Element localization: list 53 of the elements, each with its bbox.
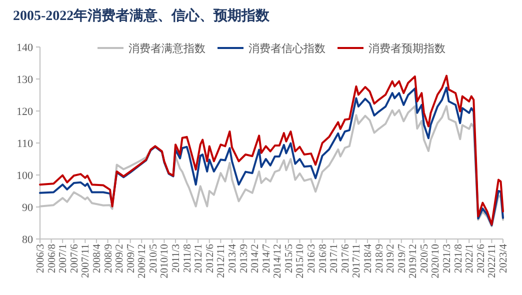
legend-label: 消费者信心指数 (248, 42, 326, 55)
x-tick-label: 2011/3 (171, 244, 182, 273)
x-tick-label: 2022/1 (464, 244, 476, 274)
x-tick-label: 2019/12 (408, 244, 420, 278)
y-tick-label: 140 (16, 42, 34, 54)
x-tick-label: 2008/4 (92, 243, 103, 274)
x-tick-label: 2017/1 (329, 244, 340, 274)
y-tick-label: 120 (16, 106, 34, 118)
x-tick-label: 2014/2 (250, 244, 262, 274)
x-tick-label: 2013/9 (238, 244, 250, 274)
x-tick-label: 2020/10 (430, 244, 442, 278)
x-tick-label: 2020/5 (419, 244, 430, 274)
x-tick-label: 2012/1 (194, 244, 205, 274)
x-tick-label: 2008/9 (103, 244, 114, 274)
x-tick-label: 2011/8 (182, 244, 194, 273)
x-tick-label: 2021/3 (442, 244, 454, 274)
x-tick-label: 2022/6 (476, 244, 487, 274)
x-tick-label: 2013/4 (227, 243, 238, 274)
x-tick-label: 2012/11 (216, 244, 228, 278)
x-tick-label: 2022/11 (487, 244, 498, 278)
x-tick-label: 2016/3 (306, 244, 318, 274)
x-tick-label: 2010/5 (148, 244, 160, 274)
x-tick-label: 2014/7 (261, 244, 272, 274)
x-tick-label: 2012/6 (204, 244, 216, 274)
y-tick-label: 130 (16, 74, 34, 86)
x-tick-label: 2018/9 (374, 244, 386, 274)
x-tick-label: 2016/8 (318, 244, 329, 274)
x-tick-label: 2010/10 (160, 244, 171, 278)
y-tick-label: 90 (22, 202, 34, 214)
x-tick-label: 2009/12 (137, 244, 148, 278)
x-tick-label: 2021/8 (453, 244, 464, 274)
x-tick-label: 2015/10 (295, 244, 306, 278)
x-tick-label: 2006/8 (46, 244, 58, 274)
chart-title: 2005-2022年消费者满意、信心、预期指数 (13, 7, 271, 24)
x-tick-label: 2017/6 (340, 244, 352, 274)
x-tick-label: 2015/5 (284, 244, 295, 274)
x-tick-label: 2007/11 (80, 244, 92, 278)
legend-label: 消费者满意指数 (128, 42, 206, 55)
y-tick-label: 80 (22, 234, 34, 246)
x-tick-label: 2006/3 (36, 244, 46, 274)
x-tick-label: 2009/7 (126, 244, 137, 274)
x-tick-label: 2019/7 (396, 244, 408, 274)
x-tick-label: 2007/1 (58, 244, 70, 274)
x-tick-label: 2009/2 (114, 244, 126, 274)
legend-label: 消费者预期指数 (368, 42, 446, 55)
x-tick-label: 2007/6 (69, 244, 80, 274)
x-tick-label: 2023/4 (498, 243, 510, 274)
y-tick-label: 110 (16, 138, 34, 150)
x-tick-label: 2017/11 (352, 244, 363, 278)
x-tick-label: 2019/2 (386, 244, 397, 274)
x-tick-label: 2018/4 (362, 243, 374, 274)
y-tick-label: 100 (16, 170, 34, 182)
x-tick-label: 2014/12 (272, 244, 284, 278)
